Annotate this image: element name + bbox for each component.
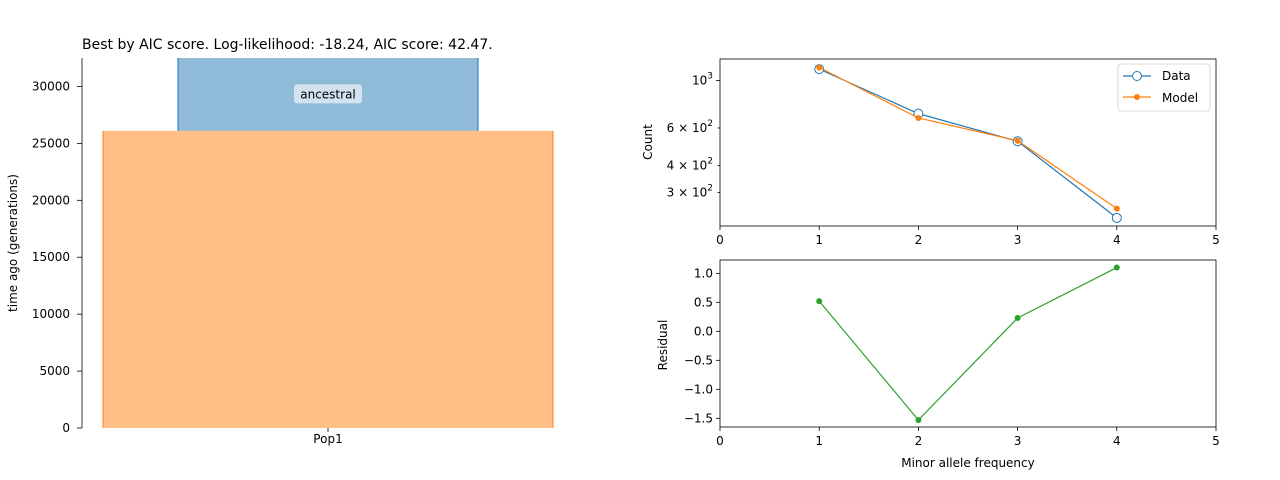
data-point-model [1014, 137, 1021, 144]
data-point-data [1111, 212, 1122, 223]
sfs-y-tick-base: 6 × 10 [667, 121, 708, 135]
residual-x-label: Minor allele frequency [901, 456, 1035, 470]
residual-x-tick-label: 4 [1113, 434, 1121, 448]
demography-y-tick-label: 15000 [32, 250, 70, 264]
demography-y-ticks: 0 5000 10000 15000 20000 25000 30000 [32, 79, 329, 435]
sfs-x-tick-label: 4 [1113, 233, 1121, 247]
series-line-model [818, 66, 1118, 210]
sfs-y-tick-base: 3 × 10 [667, 185, 708, 199]
residual-point [1014, 314, 1021, 321]
sfs-x-tick-label: 0 [716, 233, 724, 247]
demography-y-tick-label: 10000 [32, 307, 70, 321]
legend-data-marker [1132, 71, 1142, 81]
residual-point [816, 298, 823, 305]
residual-x-tick-label: 1 [815, 434, 823, 448]
demography-y-tick-label: 25000 [32, 136, 70, 150]
residual-y-tick-label: −1.5 [684, 411, 713, 425]
sfs-x-tick-label: 2 [915, 233, 923, 247]
population-bar-pop1 [103, 130, 553, 428]
demography-y-tick-label: 5000 [39, 364, 70, 378]
residual-point [915, 417, 922, 424]
sfs-series [814, 64, 1122, 223]
sfs-y-tick-base: 10 [692, 73, 707, 87]
sfs-x-tick-label: 3 [1014, 233, 1022, 247]
sfs-y-tick-exponent: 2 [707, 183, 713, 193]
demography-y-tick-label: 20000 [32, 193, 70, 207]
population-label-ancestral: ancestral [300, 87, 356, 101]
sfs-y-tick-label: 3 × 102 [667, 183, 713, 199]
residual-y-tick-label: 0.5 [694, 295, 713, 309]
residual-x-tick-label: 2 [915, 434, 923, 448]
residual-y-tick-label: −1.0 [684, 382, 713, 396]
sfs-y-tick-exponent: 2 [707, 119, 713, 129]
series-line-data [818, 68, 1118, 219]
residual-line [818, 267, 1118, 421]
demography-y-label: time ago (generations) [6, 174, 20, 312]
sfs-y-tick-label: 4 × 102 [667, 157, 713, 173]
residual-y-tick-label: 1.0 [694, 266, 713, 280]
sfs-y-tick-base: 4 × 10 [667, 159, 708, 173]
demography-y-tick-label: 0 [62, 421, 70, 435]
residual-x-ticks: 0 1 2 3 4 5 [716, 427, 1220, 448]
data-point-model [816, 64, 823, 71]
legend-model-label: Model [1162, 91, 1198, 105]
legend-model-marker [1134, 94, 1140, 100]
residual-y-ticks: −1.5 −1.0 −0.5 0.0 0.5 1.0 [684, 266, 720, 425]
demography-title: Best by AIC score. Log-likelihood: -18.2… [82, 37, 493, 53]
residual-x-tick-label: 5 [1212, 434, 1220, 448]
sfs-plot-frame [719, 58, 1217, 227]
residual-series [816, 264, 1120, 424]
sfs-y-tick-exponent: 2 [707, 157, 713, 167]
x-tick-label-pop1: Pop1 [313, 432, 342, 446]
demography-panel: Best by AIC score. Log-likelihood: -18.2… [6, 37, 554, 446]
population-bars: ancestral [102, 58, 554, 428]
legend: Data Model [1117, 63, 1211, 112]
sfs-y-tick-exponent: 3 [707, 71, 713, 81]
data-point-model [915, 114, 922, 121]
residual-x-tick-label: 3 [1014, 434, 1022, 448]
sfs-x-ticks: 0 1 2 3 4 5 [716, 226, 1220, 247]
residual-x-tick-label: 0 [716, 434, 724, 448]
residual-y-label: Residual [656, 320, 670, 371]
population-label-box-ancestral [294, 84, 362, 104]
legend-data-label: Data [1162, 69, 1191, 83]
data-point-model [1113, 205, 1120, 212]
sfs-y-label: Count [641, 124, 655, 160]
demography-y-tick-label: 30000 [32, 79, 70, 93]
sfs-x-tick-label: 1 [815, 233, 823, 247]
sfs-x-tick-label: 5 [1212, 233, 1220, 247]
residual-y-tick-label: 0.0 [694, 324, 713, 338]
residual-y-tick-label: −0.5 [684, 353, 713, 367]
sfs-y-tick-label: 6 × 102 [667, 119, 713, 135]
residual-plot-frame [719, 259, 1217, 428]
sfs-y-tick-label: 103 [692, 71, 713, 87]
residual-point [1113, 264, 1120, 271]
residual-panel: 0 1 2 3 4 5 −1.5 −1.0 −0.5 0.0 0.5 1.0 Residual Mi… [656, 259, 1220, 470]
